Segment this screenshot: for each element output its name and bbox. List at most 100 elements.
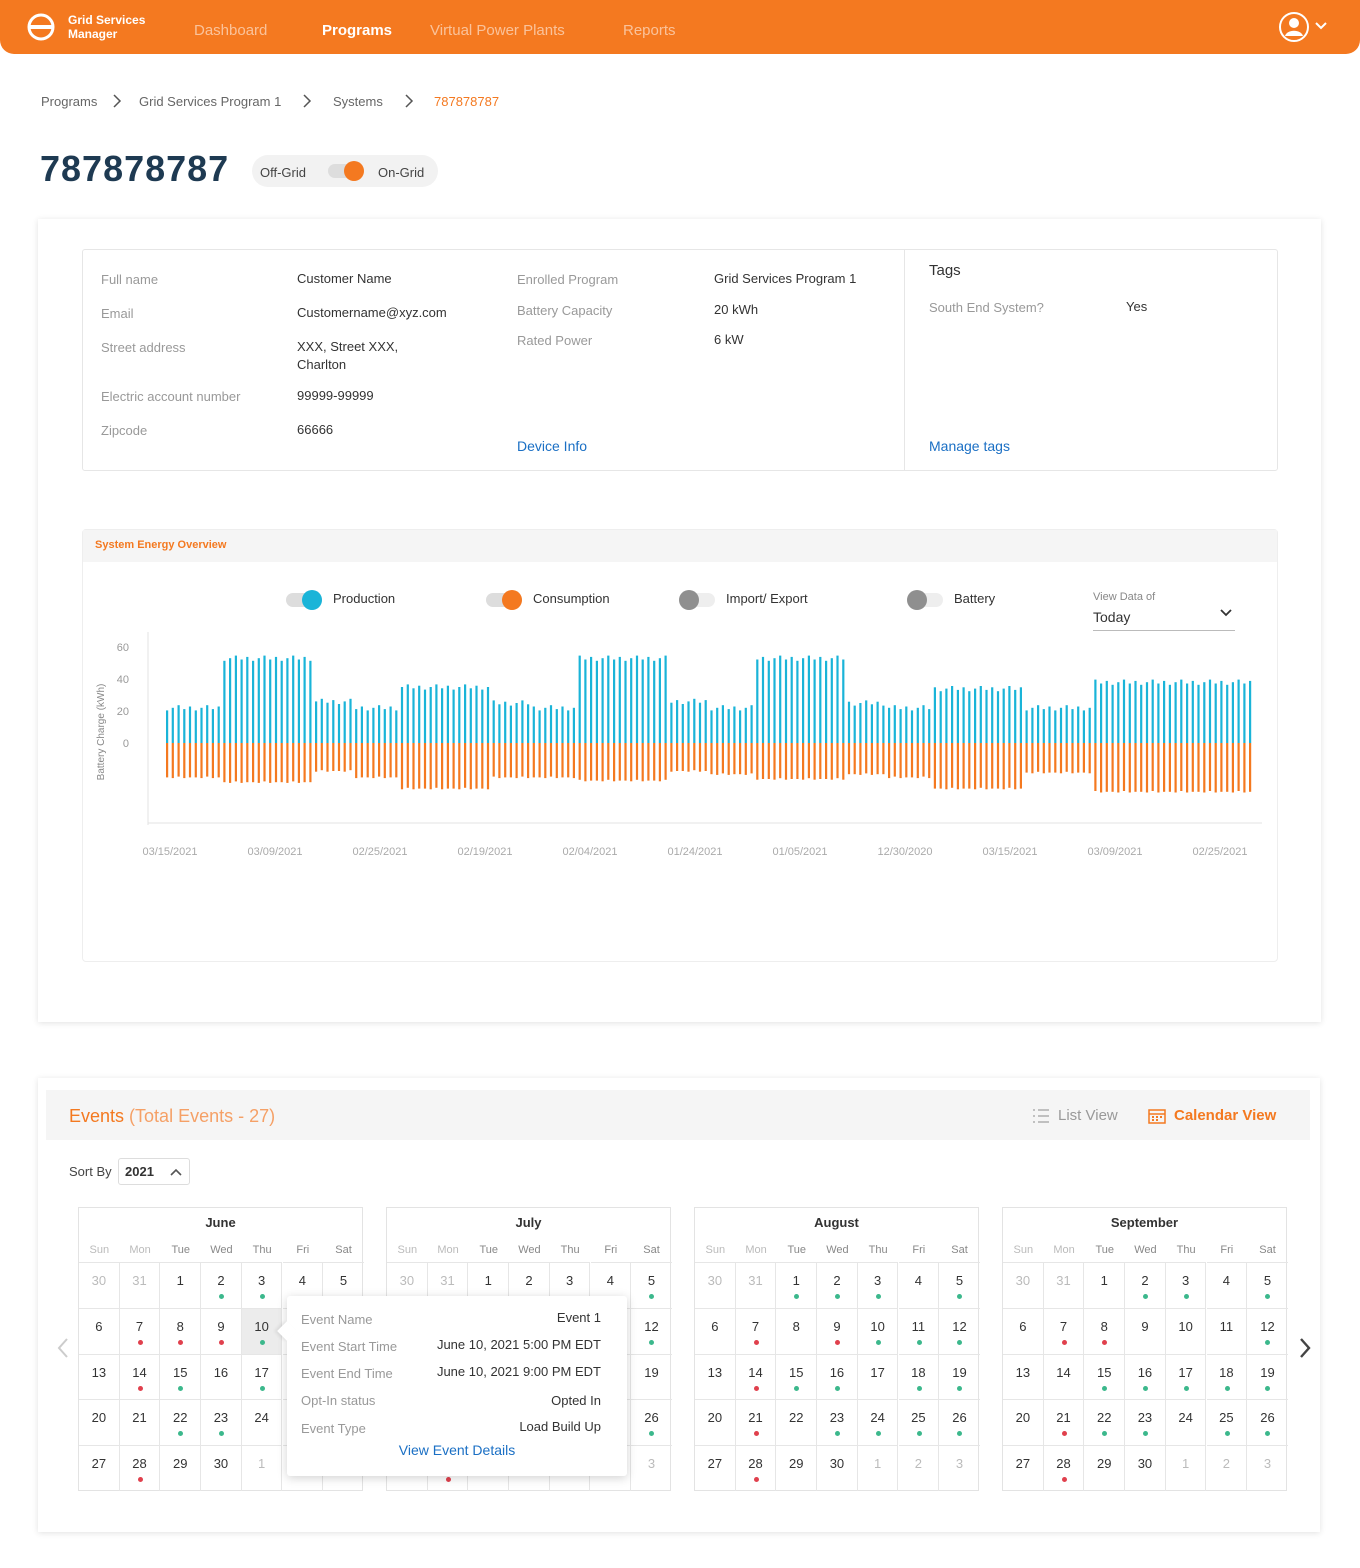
calendar-day[interactable]: 4 [590,1262,632,1308]
calendar-day[interactable]: 8 [1084,1307,1126,1354]
calendar-day[interactable]: 29 [776,1445,818,1491]
calendar-day[interactable]: 31 [427,1262,469,1308]
calendar-day[interactable]: 30 [1125,1445,1166,1491]
breadcrumb-systems[interactable]: Systems [333,94,383,109]
calendar-day[interactable]: 20 [1003,1399,1044,1446]
calendar-day[interactable]: 17 [1165,1353,1207,1400]
calendar-day[interactable]: 29 [160,1445,202,1491]
calendar-day[interactable]: 2 [898,1445,940,1491]
calendar-day[interactable]: 16 [817,1353,858,1400]
calendar-day[interactable]: 9 [1125,1307,1166,1354]
calendar-day[interactable]: 28 [119,1445,161,1491]
calendar-day[interactable]: 30 [817,1445,858,1491]
calendar-day[interactable]: 12 [1247,1307,1288,1354]
grid-switch[interactable] [328,161,364,181]
calendar-day[interactable]: 22 [160,1399,202,1446]
calendar-day[interactable]: 17 [241,1353,283,1400]
calendar-day[interactable]: 10 [857,1307,899,1354]
view-event-details-link[interactable]: View Event Details [398,1442,516,1458]
calendar-day[interactable]: 22 [1084,1399,1126,1446]
calendar-day[interactable]: 15 [160,1353,202,1400]
calendar-day[interactable]: 4 [282,1262,324,1308]
calendar-day[interactable]: 2 [201,1262,242,1308]
calendar-day[interactable]: 3 [939,1445,980,1491]
calendar-day[interactable]: 8 [776,1307,818,1354]
battery-toggle[interactable] [907,590,943,610]
calendar-day[interactable]: 31 [119,1262,161,1308]
calendar-day[interactable]: 9 [817,1307,858,1354]
nav-virtual-power-plants[interactable]: Virtual Power Plants [430,22,565,39]
breadcrumb-programs[interactable]: Programs [41,94,98,109]
calendar-day[interactable]: 17 [857,1353,899,1400]
user-avatar-icon[interactable] [1278,11,1310,43]
calendar-day[interactable]: 1 [468,1262,510,1308]
calendar-day[interactable]: 27 [695,1445,736,1491]
calendar-day[interactable]: 16 [1125,1353,1166,1400]
calendar-day[interactable]: 3 [241,1262,283,1308]
calendar-day[interactable]: 1 [1084,1262,1126,1308]
calendar-day[interactable]: 31 [735,1262,777,1308]
calendar-day[interactable]: 19 [1247,1353,1288,1400]
breadcrumb-program[interactable]: Grid Services Program 1 [139,94,282,109]
calendar-day[interactable]: 27 [79,1445,120,1491]
calendar-day[interactable]: 26 [1247,1399,1288,1445]
calendar-day[interactable]: 30 [387,1262,428,1308]
calendar-day[interactable]: 14 [735,1353,777,1400]
calendar-day[interactable]: 2 [817,1262,858,1308]
chevron-right-icon[interactable] [1298,1336,1312,1360]
chevron-down-icon[interactable] [1219,607,1233,619]
calendar-day[interactable]: 30 [1003,1262,1044,1308]
calendar-day[interactable]: 11 [898,1307,940,1354]
calendar-day[interactable]: 7 [735,1307,777,1354]
calendar-day[interactable]: 12 [631,1307,672,1354]
calendar-day[interactable]: 29 [1084,1445,1126,1491]
calendar-day[interactable]: 24 [241,1399,283,1446]
calendar-day[interactable]: 23 [201,1399,242,1446]
calendar-day[interactable]: 25 [1206,1399,1248,1446]
calendar-day[interactable]: 23 [1125,1399,1166,1446]
nav-reports[interactable]: Reports [623,22,676,39]
calendar-day[interactable]: 24 [857,1399,899,1446]
calendar-day[interactable]: 1 [857,1445,899,1491]
calendar-day[interactable]: 22 [776,1399,818,1446]
nav-programs[interactable]: Programs [322,22,393,39]
calendar-day[interactable]: 4 [898,1262,940,1308]
calendar-day[interactable]: 5 [939,1262,980,1308]
calendar-day[interactable]: 30 [695,1262,736,1308]
calendar-day[interactable]: 28 [1043,1445,1085,1491]
calendar-day[interactable]: 13 [79,1353,120,1400]
calendar-day[interactable]: 5 [323,1262,364,1308]
calendar-day[interactable]: 5 [631,1262,672,1308]
calendar-day[interactable]: 14 [119,1353,161,1400]
nav-dashboard[interactable]: Dashboard [194,22,268,39]
calendar-day[interactable]: 5 [1247,1262,1288,1308]
calendar-day[interactable]: 2 [1206,1445,1248,1491]
grid-mode-toggle[interactable]: Off-Grid On-Grid [252,155,438,187]
calendar-day[interactable]: 15 [1084,1353,1126,1400]
list-view-button[interactable]: List View [1032,1107,1118,1124]
calendar-day[interactable]: 2 [509,1262,550,1308]
app-logo[interactable]: Grid Services Manager [26,12,145,42]
calendar-day[interactable]: 7 [119,1307,161,1354]
calendar-day[interactable]: 1 [776,1262,818,1308]
import-export-toggle[interactable] [679,590,715,610]
calendar-day[interactable]: 20 [79,1399,120,1446]
calendar-day[interactable]: 8 [160,1307,202,1354]
calendar-day[interactable]: 16 [201,1353,242,1400]
calendar-day[interactable]: 7 [1043,1307,1085,1354]
calendar-day[interactable]: 3 [549,1262,591,1308]
calendar-day[interactable]: 6 [1003,1307,1044,1354]
sort-year-select[interactable]: 2021 [118,1158,190,1185]
calendar-day[interactable]: 18 [898,1353,940,1400]
calendar-day[interactable]: 20 [695,1399,736,1446]
calendar-day[interactable]: 24 [1165,1399,1207,1446]
calendar-day[interactable]: 11 [1206,1307,1248,1354]
calendar-day[interactable]: 1 [241,1445,283,1491]
calendar-day[interactable]: 27 [1003,1445,1044,1491]
calendar-day[interactable]: 1 [160,1262,202,1308]
calendar-day[interactable]: 3 [631,1445,672,1491]
calendar-view-button[interactable]: Calendar View [1148,1107,1276,1124]
calendar-day[interactable]: 3 [1247,1445,1288,1491]
production-toggle[interactable] [286,590,322,610]
chevron-left-icon[interactable] [56,1336,70,1360]
